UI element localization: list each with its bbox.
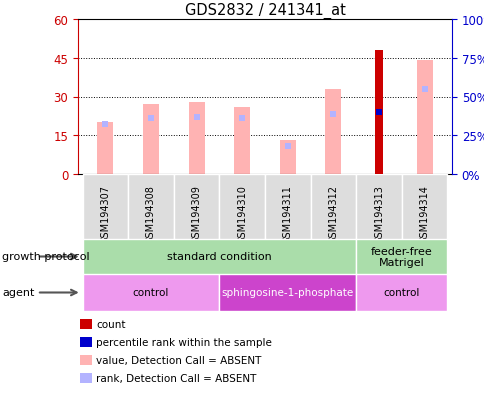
Text: percentile rank within the sample: percentile rank within the sample	[96, 337, 272, 347]
Bar	[310, 175, 355, 240]
Bar	[97, 123, 113, 175]
Text: control: control	[383, 288, 419, 298]
Text: GSM194310: GSM194310	[237, 184, 247, 243]
Bar	[325, 90, 341, 175]
Bar	[188, 102, 204, 175]
Bar	[173, 175, 219, 240]
Bar	[401, 175, 447, 240]
Bar	[82, 175, 128, 240]
Bar	[355, 175, 401, 240]
Bar	[416, 61, 432, 175]
Bar	[234, 107, 250, 175]
Bar	[264, 175, 310, 240]
Text: rank, Detection Call = ABSENT: rank, Detection Call = ABSENT	[96, 373, 256, 383]
Bar	[82, 274, 219, 311]
Bar	[374, 51, 382, 175]
Bar	[219, 175, 264, 240]
Text: count: count	[96, 319, 125, 329]
Text: GSM194308: GSM194308	[146, 184, 156, 243]
Text: GSM194307: GSM194307	[100, 184, 110, 243]
Text: feeder-free
Matrigel: feeder-free Matrigel	[370, 246, 432, 268]
Text: standard condition: standard condition	[166, 252, 271, 262]
Text: GSM194314: GSM194314	[419, 184, 429, 243]
Text: growth protocol: growth protocol	[2, 252, 90, 262]
Bar	[279, 141, 295, 175]
Title: GDS2832 / 241341_at: GDS2832 / 241341_at	[184, 2, 345, 19]
Text: control: control	[133, 288, 169, 298]
Text: value, Detection Call = ABSENT: value, Detection Call = ABSENT	[96, 355, 261, 365]
Text: GSM194311: GSM194311	[282, 184, 292, 243]
Text: GSM194313: GSM194313	[373, 184, 383, 243]
Bar	[128, 175, 173, 240]
Text: agent: agent	[2, 288, 34, 298]
Text: GSM194309: GSM194309	[191, 184, 201, 243]
Text: GSM194312: GSM194312	[328, 184, 338, 243]
Bar	[355, 274, 447, 311]
Text: sphingosine-1-phosphate: sphingosine-1-phosphate	[221, 288, 353, 298]
Bar	[143, 105, 159, 175]
Bar	[82, 240, 355, 274]
Bar	[355, 240, 447, 274]
Bar	[219, 274, 355, 311]
